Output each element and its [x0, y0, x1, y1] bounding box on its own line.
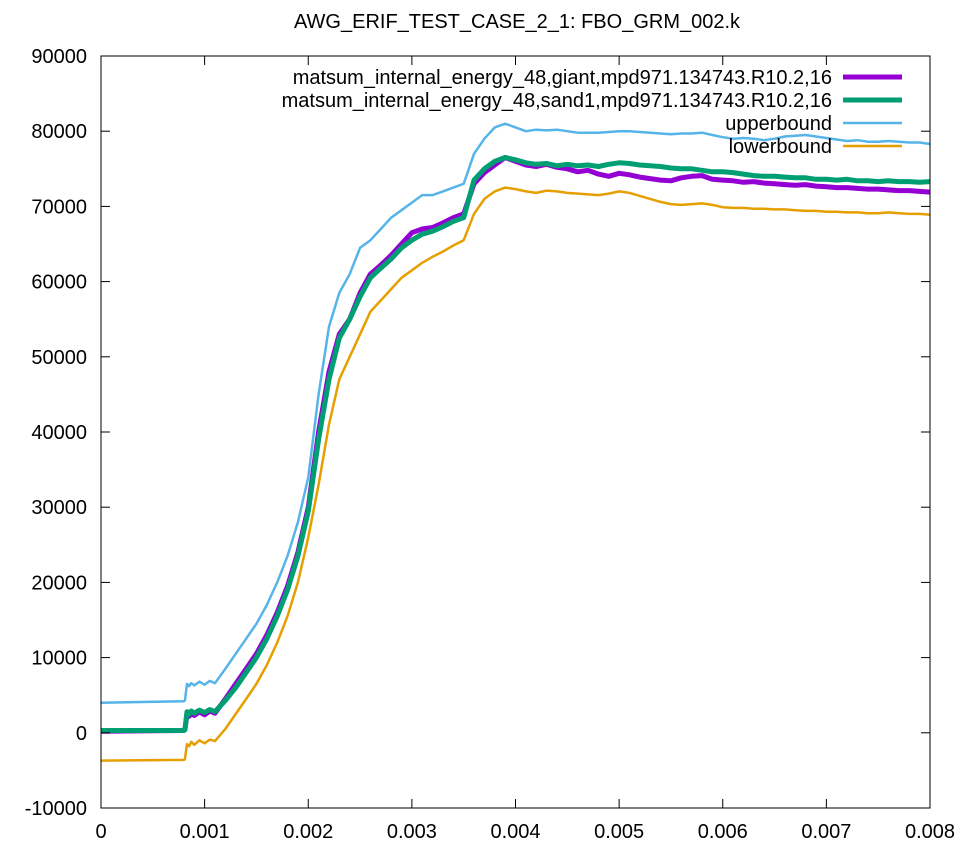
- plot-lines: [100, 122, 931, 762]
- y-tick-label: 80000: [31, 121, 87, 143]
- y-tick-label: 70000: [31, 196, 87, 218]
- legend: matsum_internal_energy_48,giant,mpd971.1…: [282, 67, 902, 158]
- x-tick-label: 0.002: [283, 821, 333, 843]
- tick-labels: 0 0.001 0.002 0.003 0.004 0.005 0.006 0.007 0.00…: [25, 46, 955, 843]
- chart-title: AWG_ERIF_TEST_CASE_2_1: FBO_GRM_002.k: [294, 11, 741, 33]
- x-tick-label: 0.003: [387, 821, 437, 843]
- legend-label-1: matsum_internal_energy_48,giant,mpd971.1…: [293, 67, 832, 89]
- y-tick-label: 50000: [31, 347, 87, 369]
- legend-label-4: lowerbound: [729, 136, 832, 158]
- x-tick-label: 0.006: [698, 821, 748, 843]
- series-line-1: [100, 155, 931, 734]
- x-tick-label: 0.007: [801, 821, 851, 843]
- legend-label-2: matsum_internal_energy_48,sand1,mpd971.1…: [282, 90, 832, 112]
- y-tick-label: 90000: [31, 46, 87, 68]
- y-tick-label: 20000: [31, 572, 87, 594]
- y-tick-label: 10000: [31, 648, 87, 670]
- series-line-4: [100, 186, 931, 762]
- x-tick-label: 0.001: [180, 821, 230, 843]
- series-line-3: [100, 122, 931, 704]
- y-tick-label: -10000: [25, 798, 87, 820]
- y-tick-label: 60000: [31, 272, 87, 294]
- x-tick-label: 0.004: [490, 821, 540, 843]
- y-tick-label: 30000: [31, 497, 87, 519]
- y-tick-label: 0: [76, 723, 87, 745]
- x-tick-label: 0.005: [594, 821, 644, 843]
- legend-label-3: upperbound: [725, 113, 832, 135]
- x-tick-label: 0: [95, 821, 106, 843]
- y-tick-label: 40000: [31, 422, 87, 444]
- x-tick-label: 0.008: [905, 821, 955, 843]
- series-line-2: [101, 155, 931, 733]
- axes: [100, 55, 931, 809]
